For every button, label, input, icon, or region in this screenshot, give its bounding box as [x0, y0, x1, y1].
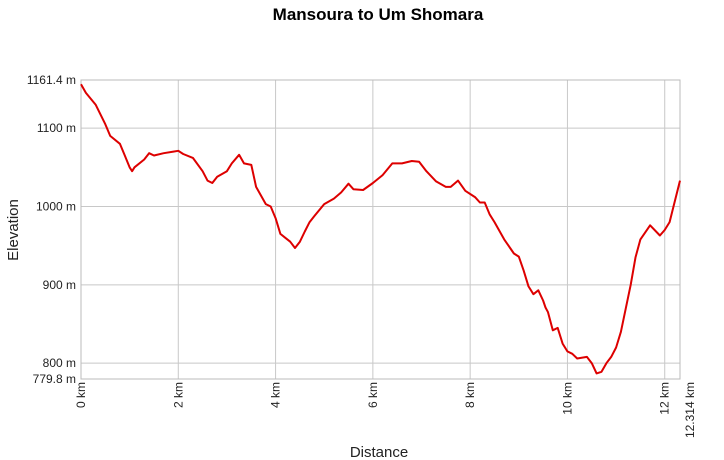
x-tick-label: 4 km	[269, 382, 283, 408]
y-tick-label: 779.8 m	[33, 372, 76, 386]
y-axis-title: Elevation	[5, 199, 22, 261]
y-tick-label: 1000 m	[36, 199, 76, 213]
x-axis-title: Distance	[350, 444, 408, 460]
x-tick-label: 12 km	[658, 382, 672, 415]
x-tick-label: 12.314 km	[683, 382, 697, 438]
y-axis-ticks: 1161.4 m 1100 m 1000 m 900 m 800 m 779.8 m	[27, 73, 76, 386]
y-tick-label: 1100 m	[37, 121, 76, 135]
y-tick-label: 800 m	[43, 356, 76, 370]
x-tick-label: 8 km	[463, 382, 477, 408]
y-tick-label: 900 m	[43, 278, 76, 292]
x-tick-label: 6 km	[366, 382, 380, 408]
elevation-series-line	[80, 83, 681, 375]
x-axis-ticks: 0 km 2 km 4 km 6 km 8 km 10 km 12 km 12.314 km	[74, 382, 697, 438]
x-tick-label: 2 km	[171, 382, 185, 408]
chart-title: Mansoura to Um Shomara	[273, 5, 484, 24]
plot-frame	[80, 79, 681, 380]
grid	[80, 79, 681, 380]
y-tick-label: 1161.4 m	[27, 73, 76, 87]
x-tick-label: 10 km	[560, 382, 574, 415]
x-tick-label: 0 km	[74, 382, 88, 408]
